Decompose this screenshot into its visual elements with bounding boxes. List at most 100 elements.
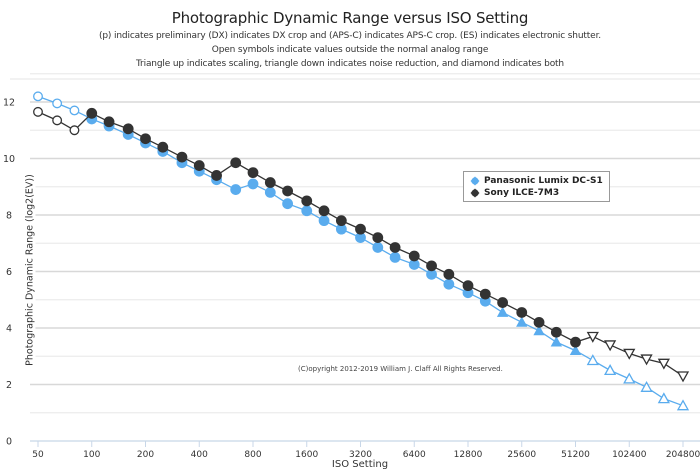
data-point[interactable] — [604, 340, 617, 352]
data-point[interactable] — [676, 371, 690, 383]
chart-subtitle-2: Open symbols indicate values outside the… — [211, 45, 489, 55]
data-point[interactable] — [389, 242, 401, 253]
data-point[interactable] — [301, 205, 313, 217]
data-point[interactable] — [533, 325, 545, 336]
y-tick-labels: 0 2 4 6 8 10 12 — [3, 98, 15, 448]
data-point[interactable] — [372, 242, 384, 253]
data-point[interactable] — [657, 358, 670, 370]
data-point[interactable] — [69, 125, 80, 136]
data-point[interactable] — [355, 223, 366, 235]
x-tick-label: 3200 — [349, 450, 372, 460]
data-point[interactable] — [176, 151, 188, 163]
data-point[interactable] — [230, 184, 242, 195]
data-point[interactable] — [69, 105, 80, 116]
x-tick-label: 50 — [32, 450, 44, 460]
data-point[interactable] — [52, 115, 63, 126]
series-line-1 — [37, 111, 684, 377]
x-tick-label: 100 — [83, 450, 100, 460]
data-point[interactable] — [389, 251, 401, 263]
y-axis-label: Photographic Dynamic Range (log2(EV)) — [24, 171, 36, 369]
legend-label-sony: Sony ILCE-7M3 — [484, 188, 560, 198]
data-point[interactable] — [496, 306, 509, 317]
data-point[interactable] — [586, 354, 599, 366]
data-point[interactable] — [550, 326, 562, 338]
data-point[interactable] — [479, 288, 491, 300]
data-point[interactable] — [282, 185, 294, 197]
chart-subtitle-3: Triangle up indicates scaling, triangle … — [136, 59, 564, 69]
data-point[interactable] — [301, 195, 313, 207]
data-point[interactable] — [282, 198, 294, 210]
data-point[interactable] — [586, 331, 599, 343]
data-point[interactable] — [86, 107, 98, 119]
legend-label-panasonic: Panasonic Lumix DC-S1 — [484, 176, 603, 186]
data-point[interactable] — [193, 160, 205, 171]
data-point[interactable] — [318, 215, 330, 227]
data-point[interactable] — [335, 215, 347, 227]
data-point[interactable] — [676, 399, 690, 411]
data-point[interactable] — [140, 133, 151, 145]
data-point[interactable] — [33, 91, 43, 102]
data-point[interactable] — [516, 316, 528, 327]
series-group — [33, 91, 690, 411]
x-axis-label: ISO Setting — [331, 459, 389, 470]
legend-marker-sony — [470, 188, 480, 198]
legend-marker-panasonic — [470, 176, 480, 186]
data-point[interactable] — [604, 364, 617, 376]
legend: Panasonic Lumix DC-S1 Sony ILCE-7M3 — [463, 171, 610, 202]
data-point[interactable] — [122, 123, 134, 135]
data-point[interactable] — [318, 205, 330, 217]
y-tick-label: 0 — [6, 437, 12, 448]
data-point[interactable] — [408, 250, 420, 262]
data-point[interactable] — [570, 336, 581, 348]
x-tick-label: 200 — [137, 450, 154, 460]
data-point[interactable] — [247, 178, 259, 190]
data-point[interactable] — [426, 260, 437, 272]
data-point[interactable] — [52, 98, 63, 109]
data-point[interactable] — [640, 354, 653, 366]
x-tick-label: 51200 — [561, 450, 590, 460]
x-tick-label: 102400 — [612, 450, 647, 460]
chart-subtitle-1: (p) indicates preliminary (DX) indicates… — [99, 31, 601, 41]
legend-item-panasonic[interactable]: Panasonic Lumix DC-S1 — [470, 175, 609, 187]
x-tick-label: 800 — [244, 450, 261, 460]
data-point[interactable] — [657, 392, 670, 404]
data-point[interactable] — [516, 307, 528, 318]
data-point[interactable] — [533, 316, 545, 328]
x-tick-label: 25600 — [507, 450, 536, 460]
x-tick-label: 400 — [191, 450, 208, 460]
data-point[interactable] — [623, 372, 636, 384]
y-tick-label: 8 — [6, 211, 12, 222]
data-point[interactable] — [247, 167, 259, 179]
chart-title: Photographic Dynamic Range versus ISO Se… — [171, 9, 529, 27]
data-point[interactable] — [443, 278, 455, 290]
y-tick-label: 12 — [3, 98, 15, 109]
data-point[interactable] — [33, 106, 43, 117]
data-point[interactable] — [230, 157, 242, 169]
data-point[interactable] — [462, 280, 474, 292]
y-tick-label: 4 — [6, 324, 12, 335]
data-point[interactable] — [157, 141, 169, 153]
data-point[interactable] — [497, 297, 509, 308]
y-tick-label: 2 — [6, 380, 12, 391]
data-point[interactable] — [623, 348, 636, 360]
data-point[interactable] — [569, 344, 582, 356]
data-point[interactable] — [443, 268, 455, 280]
data-point[interactable] — [211, 170, 222, 181]
data-point[interactable] — [264, 177, 276, 188]
x-axis: 50 100 200 400 800 1600 3200 6400 12800 25600 5120… — [30, 440, 700, 460]
y-tick-label: 10 — [3, 154, 15, 165]
x-tick-label: 204800 — [666, 450, 700, 460]
y-tick-label: 6 — [6, 267, 12, 278]
x-tick-label: 1600 — [295, 450, 318, 460]
copyright-notice: (C)opyright 2012-2019 William J. Claff A… — [298, 365, 503, 373]
data-point[interactable] — [264, 186, 276, 198]
x-tick-label: 6400 — [403, 450, 426, 460]
series-line-0 — [37, 95, 684, 407]
x-tick-label: 12800 — [454, 450, 483, 460]
data-point[interactable] — [550, 336, 563, 347]
legend-item-sony[interactable]: Sony ILCE-7M3 — [470, 187, 609, 199]
data-point[interactable] — [103, 116, 115, 128]
data-point[interactable] — [640, 380, 653, 392]
data-point[interactable] — [372, 232, 384, 244]
